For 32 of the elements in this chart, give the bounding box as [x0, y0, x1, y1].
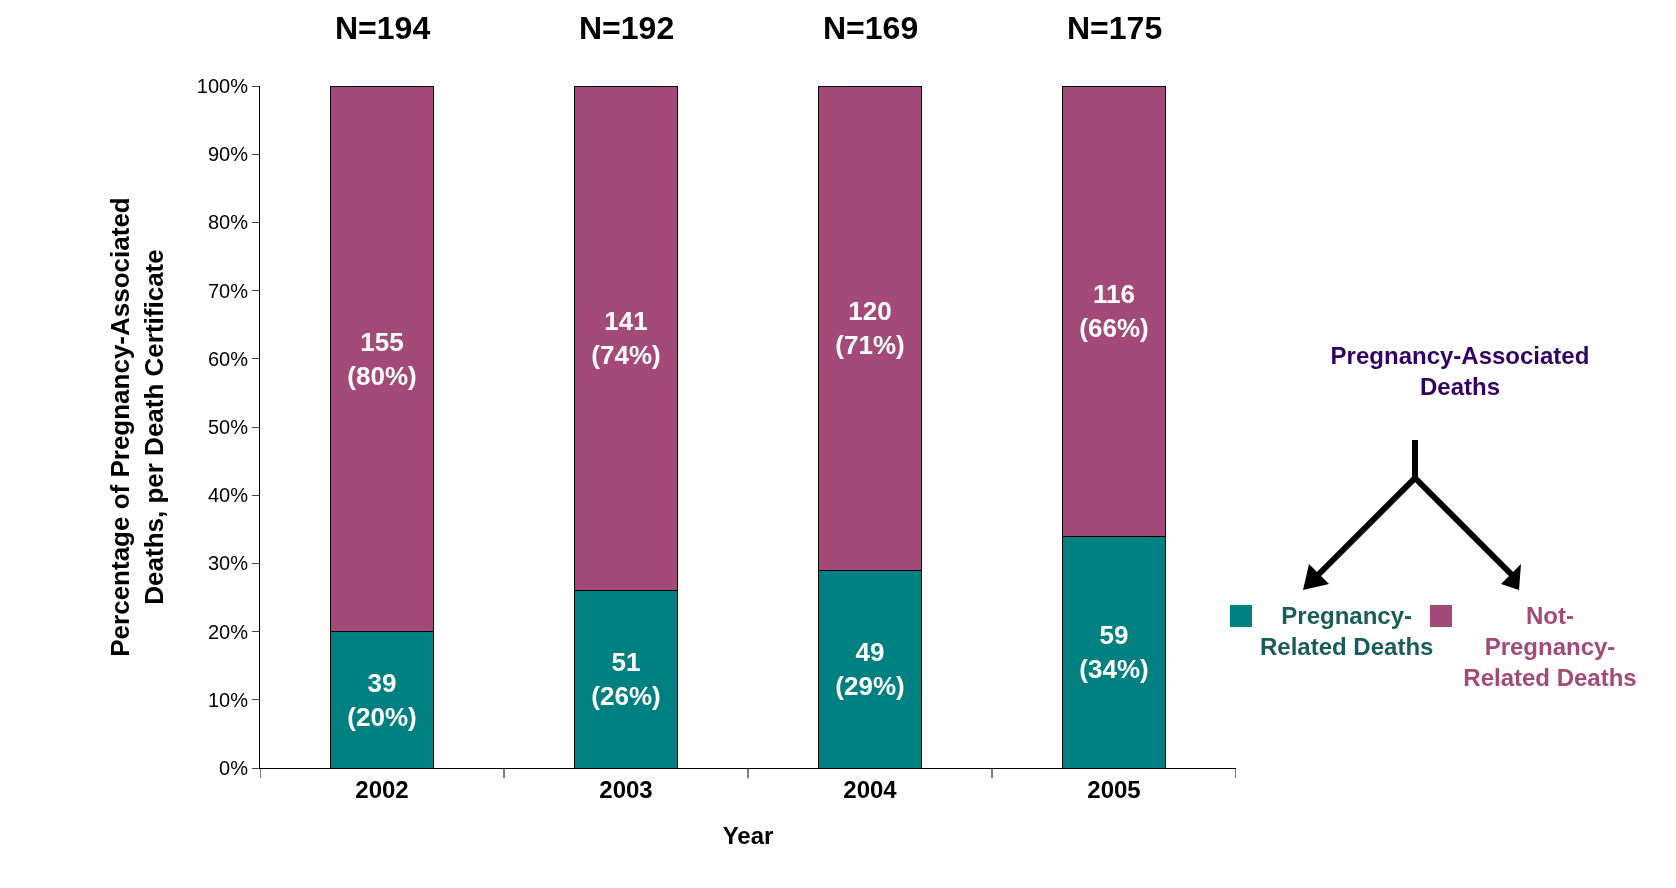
y-tick-label: 40% [207, 484, 249, 507]
data-label: 155 (80%) [347, 326, 417, 391]
legend-title: Pregnancy-Associated Deaths [1330, 341, 1590, 402]
data-label: 116 (66%) [1079, 279, 1149, 343]
y-tick-label: 70% [207, 279, 249, 302]
data-label: 49 (29%) [835, 637, 905, 702]
y-tick-label: 50% [207, 416, 249, 438]
y-tick-label: 100% [196, 75, 249, 97]
y-axis-title: Percentage of Pregnancy-Associated Deaths, per Death Certificate [105, 197, 170, 657]
data-label: 39 (20%) [347, 667, 417, 732]
x-tick-label: 2002 [355, 775, 409, 803]
annotation: N=175 [1067, 10, 1163, 46]
data-label: 51 (26%) [591, 647, 661, 712]
x-tick-label: 2003 [599, 775, 653, 803]
data-label: 141 (74%) [591, 306, 661, 371]
y-tick-label: 90% [207, 143, 249, 166]
x-tick-label: 2004 [843, 775, 898, 803]
y-tick-label: 10% [207, 688, 249, 711]
annotation: N=192 [579, 10, 675, 46]
y-tick-label: 20% [207, 620, 249, 643]
data-label: 120 (71%) [835, 296, 905, 361]
y-tick-label: 60% [207, 347, 249, 370]
y-tick-label: 0% [219, 757, 249, 779]
y-tick-label: 30% [207, 552, 249, 575]
y-tick-label: 80% [207, 211, 249, 234]
data-label: 59 (34%) [1079, 620, 1149, 684]
annotation: N=194 [335, 10, 431, 46]
text: Not-Pregnancy-Related Deaths [1462, 601, 1638, 693]
x-tick-label: 2005 [1087, 775, 1141, 803]
text: Pregnancy-Related Deaths [1260, 601, 1434, 662]
x-axis-title: Year [722, 822, 774, 850]
annotation: N=169 [823, 10, 919, 46]
